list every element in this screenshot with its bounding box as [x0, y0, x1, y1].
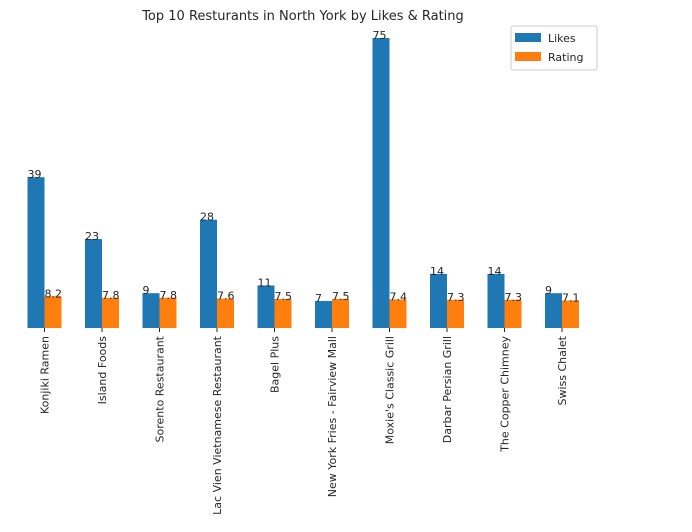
bar-rating-konjiki-ramen	[44, 296, 62, 328]
bar-rating-moxie-s-classic-grill	[389, 299, 407, 328]
data-label-rating-island-foods: 7.8	[102, 289, 120, 302]
x-tick-label-island-foods: Island Foods	[96, 336, 109, 405]
bar-likes-lac-vien-vietnamese-restaurant	[200, 219, 217, 328]
data-label-likes-island-foods: 23	[85, 230, 99, 243]
data-label-likes-lac-vien-vietnamese-restaurant: 28	[200, 211, 214, 224]
bar-likes-swiss-chalet	[545, 293, 562, 328]
data-label-rating-konjiki-ramen: 8.2	[45, 287, 63, 300]
data-label-rating-darbar-persian-grill: 7.3	[447, 291, 465, 304]
x-tick-label-the-copper-chimney: The Copper Chimney	[499, 336, 512, 453]
bar-likes-moxie-s-classic-grill	[372, 38, 390, 328]
x-tick-label-sorento-restaurant: Sorento Restaurant	[154, 335, 167, 442]
data-label-likes-darbar-persian-grill: 14	[430, 265, 444, 278]
bar-likes-bagel-plus	[257, 285, 275, 328]
bar-rating-lac-vien-vietnamese-restaurant	[217, 298, 234, 328]
legend-label-likes: Likes	[548, 32, 576, 45]
x-axis-ticks: Konjiki Ramen Island Foods Sorento Restaur…	[39, 328, 569, 515]
data-label-likes-bagel-plus: 11	[258, 276, 272, 289]
data-label-rating-new-york-fries-fairview-mall: 7.5	[332, 290, 350, 303]
data-label-likes-sorento-restaurant: 9	[143, 284, 150, 297]
bar-rating-bagel-plus	[274, 299, 292, 328]
data-label-rating-sorento-restaurant: 7.8	[160, 289, 178, 302]
bar-rating-sorento-restaurant	[159, 297, 177, 328]
data-label-likes-new-york-fries-fairview-mall: 7	[315, 292, 322, 305]
x-tick-label-swiss-chalet: Swiss Chalet	[556, 335, 569, 405]
x-tick-label-lac-vien-vietnamese-restaurant: Lac Vien Vietnamese Restaurant	[211, 335, 224, 515]
data-label-rating-bagel-plus: 7.5	[275, 290, 293, 303]
bar-rating-swiss-chalet	[562, 300, 579, 328]
bar-rating-darbar-persian-grill	[447, 299, 464, 328]
data-label-rating-the-copper-chimney: 7.3	[505, 291, 523, 304]
legend: Likes Rating	[510, 25, 598, 71]
x-tick-label-darbar-persian-grill: Darbar Persian Grill	[441, 336, 454, 443]
legend-swatch-likes	[515, 33, 541, 42]
legend-label-rating: Rating	[548, 51, 583, 64]
data-label-rating-moxie-s-classic-grill: 7.4	[390, 290, 408, 303]
x-tick-label-bagel-plus: Bagel Plus	[269, 336, 282, 393]
data-label-likes-konjiki-ramen: 39	[28, 168, 42, 181]
bar-likes-new-york-fries-fairview-mall	[315, 300, 332, 328]
chart-title: Top 10 Resturants in North York by Likes…	[141, 9, 464, 24]
bar-likes-darbar-persian-grill	[430, 273, 447, 328]
legend-swatch-rating	[515, 52, 541, 61]
bar-likes-island-foods	[85, 239, 102, 328]
data-label-rating-swiss-chalet: 7.1	[562, 292, 580, 305]
bar-likes-konjiki-ramen	[27, 177, 45, 328]
bars-group	[27, 38, 579, 328]
data-label-likes-the-copper-chimney: 14	[488, 265, 502, 278]
bar-likes-sorento-restaurant	[142, 293, 160, 328]
bar-rating-the-copper-chimney	[504, 299, 522, 328]
data-label-likes-moxie-s-classic-grill: 75	[373, 29, 387, 42]
bar-rating-island-foods	[102, 297, 119, 328]
bar-likes-the-copper-chimney	[487, 273, 505, 328]
data-label-likes-swiss-chalet: 9	[545, 284, 552, 297]
bar-rating-new-york-fries-fairview-mall	[332, 299, 349, 328]
x-tick-label-new-york-fries-fairview-mall: New York Fries - Fairview Mall	[326, 336, 339, 497]
data-label-rating-lac-vien-vietnamese-restaurant: 7.6	[217, 290, 235, 303]
x-tick-label-konjiki-ramen: Konjiki Ramen	[39, 336, 52, 414]
x-tick-label-moxie-s-classic-grill: Moxie's Classic Grill	[384, 336, 397, 444]
